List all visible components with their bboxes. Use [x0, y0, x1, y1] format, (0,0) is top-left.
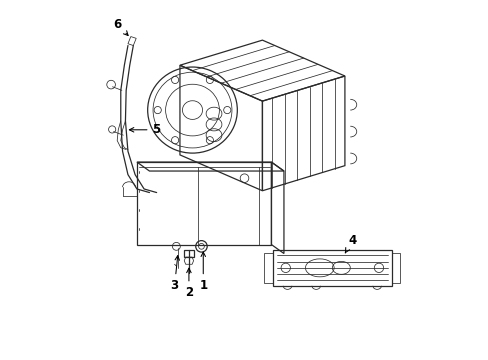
Text: 2: 2	[184, 268, 193, 300]
Text: 4: 4	[345, 234, 355, 253]
Text: 1: 1	[199, 252, 207, 292]
Text: 3: 3	[170, 256, 179, 292]
Text: 6: 6	[113, 18, 128, 36]
Text: 5: 5	[129, 123, 161, 136]
